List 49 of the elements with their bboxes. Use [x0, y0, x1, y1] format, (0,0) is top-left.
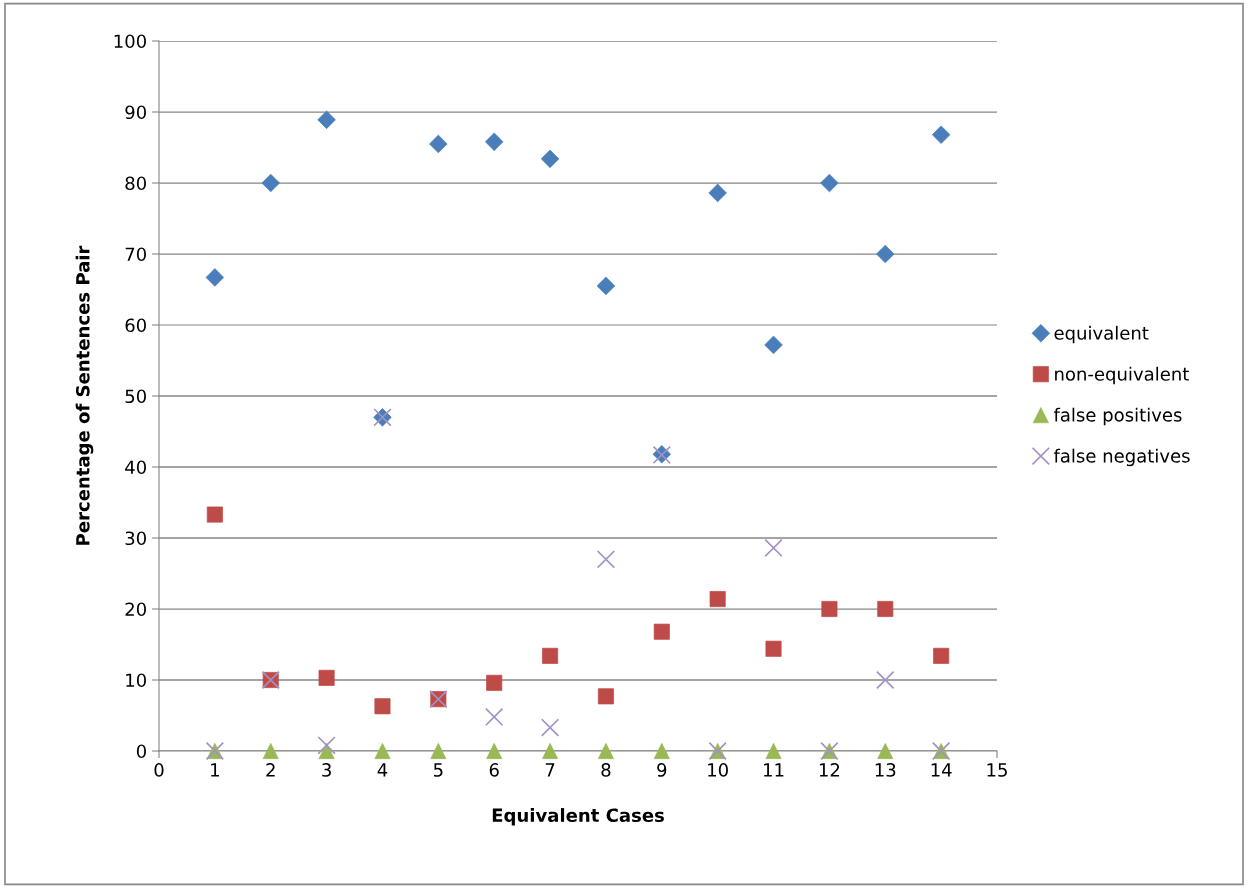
point	[764, 538, 783, 558]
x-tick-label: 7	[545, 763, 555, 777]
y-tick-label: 100	[114, 34, 146, 49]
y-tick-label: 50	[125, 389, 146, 404]
point	[540, 718, 560, 737]
x-tick-label: 4	[377, 763, 388, 777]
y-tick-label: 20	[125, 602, 146, 617]
point	[597, 743, 614, 759]
point	[596, 550, 616, 569]
x-tick-label: 0	[154, 763, 164, 777]
y-tick-label: 80	[125, 176, 146, 191]
y-tick-label: 60	[125, 318, 146, 333]
y-tick-label: 70	[125, 247, 146, 262]
point	[317, 110, 336, 129]
y-tick-label: 10	[126, 673, 146, 688]
x-tick-label: 2	[266, 763, 275, 777]
x-tick-label: 1	[211, 763, 219, 777]
x-tick-label: 3	[322, 763, 331, 777]
x-tick-label: 12	[819, 763, 840, 777]
y-tick-label: 0	[136, 744, 146, 759]
x-tick-label: 10	[708, 763, 728, 777]
x-tick-label: 8	[601, 763, 611, 777]
y-tick-label: 30	[125, 531, 146, 546]
point	[317, 736, 336, 755]
point	[877, 601, 894, 617]
legend-label: equivalent	[1054, 325, 1149, 344]
point	[486, 743, 503, 759]
legend-label: non-equivalent	[1055, 366, 1189, 385]
legend-label: false positives	[1053, 407, 1182, 426]
point	[764, 335, 783, 355]
x-tick-label: 13	[875, 763, 896, 777]
y-tick-label: 40	[125, 460, 146, 475]
x-tick-label: 9	[657, 763, 667, 777]
x-tick-label: 14	[931, 763, 952, 777]
y-tick-label: 90	[125, 105, 146, 120]
point	[820, 173, 839, 193]
y-axis-title: Percentage of Sentences Pair	[75, 245, 94, 545]
point	[542, 743, 559, 759]
x-tick-label: 6	[489, 763, 499, 777]
legend-label: false negatives	[1053, 448, 1190, 467]
x-tick-label: 11	[764, 763, 784, 777]
x-tick-label: 15	[987, 763, 1007, 777]
point	[262, 743, 279, 759]
x-tick-label: 5	[433, 763, 443, 777]
point	[876, 670, 895, 690]
x-axis-title: Equivalent Cases	[492, 808, 664, 826]
point	[542, 647, 559, 664]
point	[485, 707, 504, 727]
point	[877, 743, 894, 759]
